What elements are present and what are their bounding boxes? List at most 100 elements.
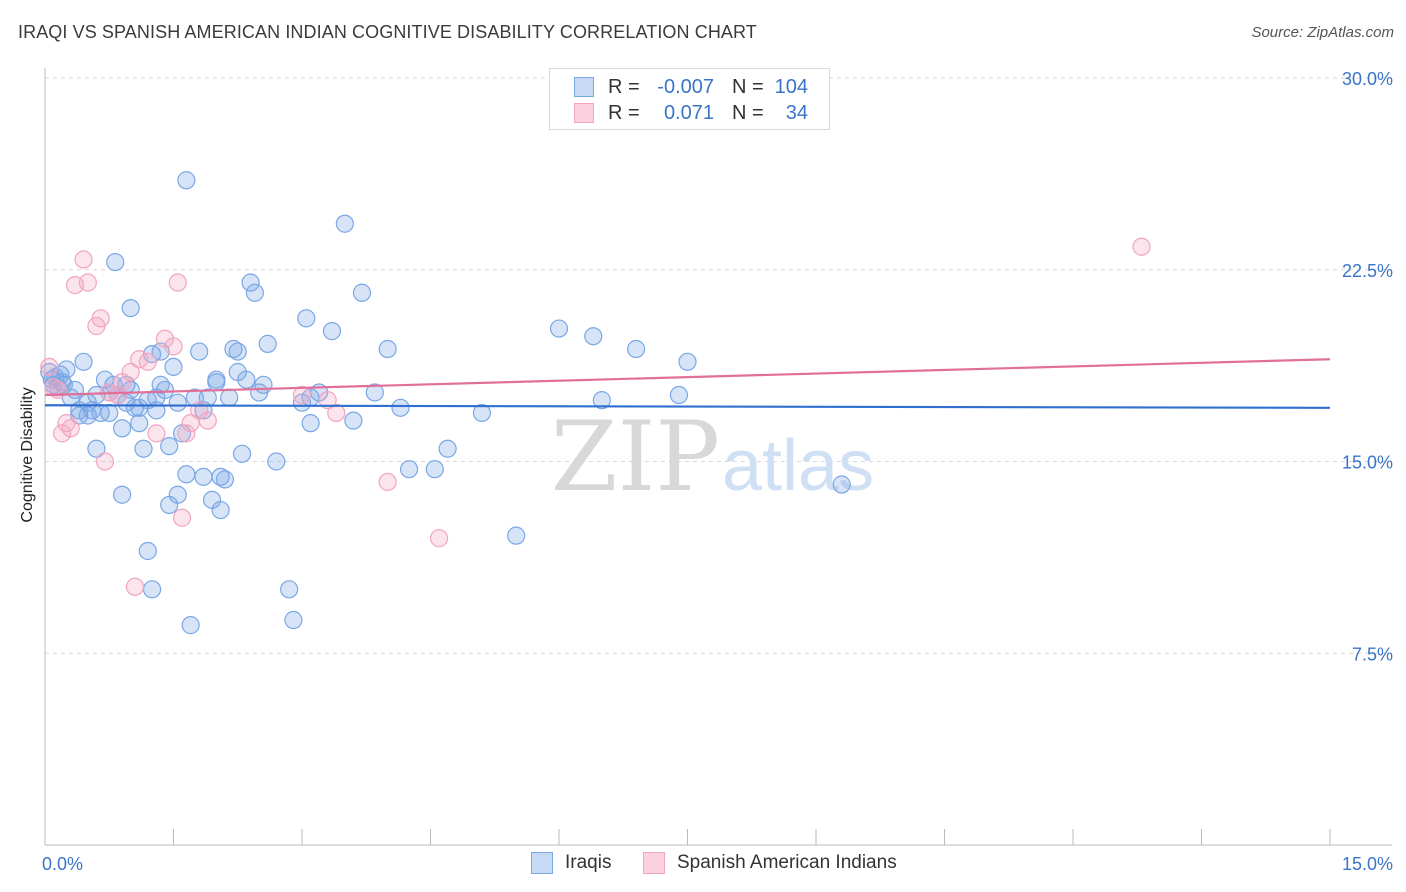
iraqi-point (207, 373, 226, 392)
iraqi-point (832, 475, 851, 494)
spanish-point (95, 452, 115, 471)
iraqi-point (190, 342, 209, 361)
spanish-point (168, 273, 187, 292)
iraqi-point (584, 327, 603, 346)
iraqi-point (65, 380, 85, 400)
trend-lines (44, 358, 1331, 409)
spanish-legend-label: Spanish American Indians (677, 852, 897, 873)
r-label: R = (608, 75, 640, 98)
iraqi-point (142, 580, 162, 599)
legend-row-spanish: R = 0.071 N = 34 (574, 101, 808, 125)
iraqi-point (168, 485, 187, 504)
spanish-point (125, 577, 145, 596)
iraqi-point (134, 439, 153, 458)
chart-title: IRAQI VS SPANISH AMERICAN INDIAN COGNITI… (18, 22, 757, 42)
spanish-point (172, 508, 192, 527)
iraqis-swatch (574, 77, 594, 97)
iraqi-point (284, 610, 303, 630)
iraqi-point (592, 391, 611, 410)
iraqi-point (297, 309, 316, 328)
iraqi-point (87, 439, 106, 458)
y-tick-label: 7.5% (1352, 644, 1393, 664)
iraqi-point (507, 526, 526, 545)
iraqi-point (626, 339, 646, 359)
r-value: 0.071 (663, 101, 714, 124)
iraqi-point (237, 370, 256, 389)
y-tick-label: 15.0% (1342, 453, 1393, 473)
iraqi-point (194, 467, 213, 486)
spanish-point (318, 391, 337, 410)
watermark-atlas: atlas (722, 426, 874, 506)
iraqi-point (292, 393, 312, 412)
iraqi-point (301, 414, 320, 433)
iraqi-point (211, 500, 230, 520)
source-label: Source: ZipAtlas.com (1251, 24, 1394, 41)
n-value: 104 (774, 75, 808, 98)
iraqi-point (378, 339, 397, 359)
iraqi-point (100, 403, 119, 423)
iraqi-point (472, 403, 491, 423)
iraqi-point (352, 283, 372, 302)
spanish-point (429, 529, 449, 548)
iraqi-point (112, 485, 132, 504)
legend-row-iraqis: R = -0.007 N = 104 (574, 75, 808, 99)
spanish-point (40, 357, 59, 377)
spanish-legend-swatch (643, 852, 665, 874)
axes (44, 68, 1392, 846)
grid-lines (45, 77, 1392, 654)
spanish-swatch (574, 103, 594, 123)
legend-item-spanish: Spanish American Indians (643, 852, 897, 874)
iraqi-point (344, 411, 363, 430)
iraqi-point (438, 439, 457, 458)
spanish-point (378, 472, 397, 492)
spanish-point (177, 424, 196, 443)
iraqi-trend-line (44, 404, 1331, 409)
n-label: N = (732, 101, 764, 124)
tick-labels: 7.5% 15.0% 22.5% 30.0% 0.0% 15.0% (42, 69, 1393, 874)
spanish-point (1132, 237, 1151, 256)
x-tick-label: 15.0% (1342, 854, 1393, 874)
y-tick-label: 30.0% (1342, 69, 1393, 89)
x-tick-label: 0.0% (42, 854, 83, 874)
iraqis-legend-label: Iraqis (565, 852, 612, 873)
spanish-point (292, 385, 312, 405)
iraqi-point (160, 437, 179, 456)
iraqi-point (74, 352, 93, 371)
iraqi-point (425, 460, 444, 479)
y-tick-label: 22.5% (1342, 261, 1393, 281)
spanish-point (53, 424, 72, 443)
n-label: N = (732, 75, 764, 98)
stats-legend: R = -0.007 N = 104 R = 0.071 N = 34 (549, 68, 830, 130)
iraqi-point (151, 375, 170, 394)
iraqi-point (215, 470, 234, 489)
iraqi-point (130, 398, 149, 417)
data-points (40, 171, 1151, 635)
watermark-zip: ZIP (551, 401, 720, 513)
iraqi-point (241, 273, 260, 292)
spanish-point (147, 424, 166, 443)
n-value: 34 (785, 101, 808, 124)
spanish-point (198, 411, 217, 430)
iraqi-point (228, 342, 247, 361)
spanish-point (74, 250, 93, 269)
iraqi-point (164, 357, 183, 377)
iraqi-point (391, 398, 410, 417)
iraqi-point (549, 319, 569, 338)
iraqi-point (669, 385, 689, 405)
spanish-point (121, 362, 140, 382)
iraqi-point (78, 406, 97, 425)
iraqi-point (138, 541, 157, 561)
iraqi-point (245, 283, 264, 302)
legend-item-iraqis: Iraqis (531, 852, 611, 874)
series-legend: Iraqis Spanish American Indians (0, 852, 1406, 876)
iraqi-point (232, 444, 252, 463)
iraqi-point (220, 388, 239, 407)
iraqi-point (181, 616, 200, 635)
spanish-point (327, 403, 346, 423)
iraqi-point (250, 383, 269, 402)
iraqi-point (106, 252, 125, 272)
spanish-point (138, 352, 157, 371)
iraqi-point (678, 352, 697, 371)
iraqi-point (365, 383, 384, 402)
